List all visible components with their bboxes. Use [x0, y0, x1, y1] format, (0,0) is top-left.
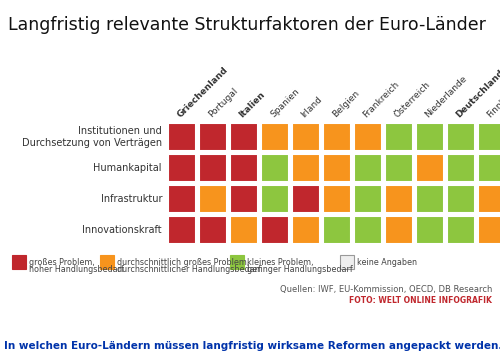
Bar — [168, 154, 196, 182]
Text: Österreich: Österreich — [392, 79, 432, 119]
Text: geringer Handlungsbedarf: geringer Handlungsbedarf — [247, 265, 353, 274]
Text: Irland: Irland — [300, 94, 324, 119]
Bar — [447, 123, 475, 151]
Bar — [478, 185, 500, 213]
Text: Institutionen und
Durchsetzung von Verträgen: Institutionen und Durchsetzung von Vertr… — [22, 126, 162, 148]
Bar — [199, 185, 227, 213]
Bar — [478, 123, 500, 151]
Bar — [199, 154, 227, 182]
Text: großes Problem,: großes Problem, — [29, 258, 95, 267]
Bar — [261, 154, 289, 182]
Text: Innovationskraft: Innovationskraft — [82, 225, 162, 235]
Bar — [323, 216, 351, 244]
Bar — [261, 123, 289, 151]
Bar — [292, 185, 320, 213]
Bar — [478, 154, 500, 182]
Bar — [416, 154, 444, 182]
Bar — [230, 154, 258, 182]
Bar — [385, 123, 413, 151]
Text: durchschnittlich großes Problem,: durchschnittlich großes Problem, — [117, 258, 249, 267]
Bar — [354, 123, 382, 151]
Bar — [292, 154, 320, 182]
Bar — [230, 123, 258, 151]
Bar — [230, 216, 258, 244]
Bar — [416, 216, 444, 244]
Bar — [354, 216, 382, 244]
Bar — [168, 216, 196, 244]
Bar — [230, 255, 244, 269]
Bar — [168, 123, 196, 151]
Bar — [385, 216, 413, 244]
Bar — [261, 185, 289, 213]
Bar — [385, 154, 413, 182]
Text: kleines Problem,: kleines Problem, — [247, 258, 314, 267]
Bar — [385, 185, 413, 213]
Text: Italien: Italien — [238, 90, 267, 119]
Bar — [447, 216, 475, 244]
Bar — [292, 216, 320, 244]
Bar — [230, 185, 258, 213]
Text: Quellen: IWF, EU-Kommission, OECD, DB Research: Quellen: IWF, EU-Kommission, OECD, DB Re… — [280, 285, 492, 294]
Text: Humankapital: Humankapital — [94, 163, 162, 173]
Bar — [416, 123, 444, 151]
Bar — [323, 185, 351, 213]
Text: Langfristig relevante Strukturfaktoren der Euro-Länder: Langfristig relevante Strukturfaktoren d… — [8, 16, 486, 34]
Bar — [292, 123, 320, 151]
Text: In welchen Euro-Ländern müssen langfristig wirksame Reformen angepackt werden.: In welchen Euro-Ländern müssen langfrist… — [4, 341, 500, 351]
Text: Niederlande: Niederlande — [424, 73, 469, 119]
Bar — [354, 154, 382, 182]
Bar — [199, 216, 227, 244]
Bar — [416, 185, 444, 213]
Bar — [100, 255, 114, 269]
Bar — [478, 216, 500, 244]
Text: Belgien: Belgien — [330, 88, 361, 119]
Bar — [0, 338, 500, 358]
Bar — [261, 216, 289, 244]
Bar — [447, 185, 475, 213]
Text: Deutschland: Deutschland — [454, 67, 500, 119]
Text: Griechenland: Griechenland — [176, 65, 230, 119]
Text: FOTO: WELT ONLINE INFOGRAFIK: FOTO: WELT ONLINE INFOGRAFIK — [349, 296, 492, 305]
Bar — [354, 185, 382, 213]
Bar — [323, 154, 351, 182]
Text: hoher Handlungsbedarf: hoher Handlungsbedarf — [29, 265, 124, 274]
Text: Frankreich: Frankreich — [362, 79, 402, 119]
Text: Spanien: Spanien — [268, 87, 301, 119]
Text: Infrastruktur: Infrastruktur — [100, 194, 162, 204]
Text: Portugal: Portugal — [206, 86, 240, 119]
Text: Finnland: Finnland — [486, 86, 500, 119]
Bar — [323, 123, 351, 151]
Bar — [12, 255, 26, 269]
Text: keine Angaben: keine Angaben — [357, 258, 417, 267]
Bar — [447, 154, 475, 182]
Bar — [340, 255, 354, 269]
Bar — [199, 123, 227, 151]
Text: durchschnittlicher Handlungsbedarf: durchschnittlicher Handlungsbedarf — [117, 265, 261, 274]
Bar — [168, 185, 196, 213]
